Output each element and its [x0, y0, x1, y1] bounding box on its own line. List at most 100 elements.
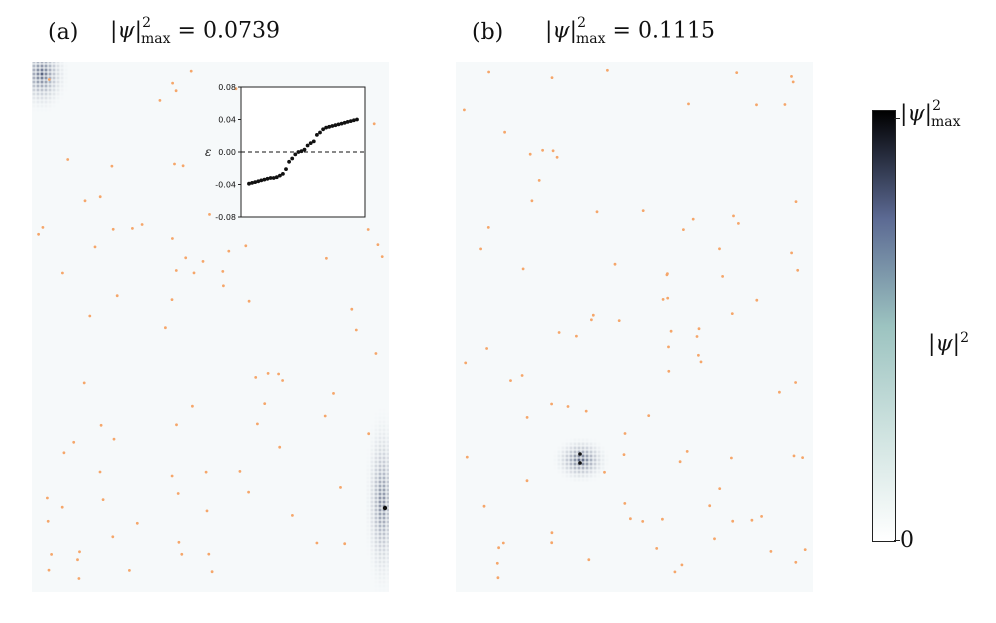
density-cell	[370, 496, 374, 500]
density-cell	[378, 456, 382, 460]
density-cell	[378, 524, 382, 528]
defect-dot	[530, 199, 534, 203]
density-cell	[574, 479, 577, 482]
defect-dot	[350, 307, 354, 311]
density-cell	[589, 462, 593, 466]
density-cell	[48, 62, 52, 64]
density-cell	[374, 536, 378, 540]
inset-data-point	[305, 143, 310, 148]
localized-state	[557, 439, 605, 482]
defect-dot	[170, 298, 174, 301]
density-cell	[44, 68, 48, 72]
density-cell	[382, 464, 386, 468]
density-cell	[370, 504, 374, 508]
density-cell	[378, 532, 382, 536]
density-cell	[378, 492, 382, 496]
density-cell	[56, 88, 60, 92]
defect-dot	[699, 360, 703, 364]
density-cell	[374, 524, 378, 528]
defect-dot	[629, 517, 632, 521]
density-cell	[374, 500, 378, 504]
density-cell	[370, 536, 374, 540]
inset-ytick-label: 0.04	[218, 116, 236, 125]
density-cell	[382, 492, 386, 496]
density-cell	[367, 445, 370, 448]
density-cell	[40, 68, 44, 72]
density-cell	[569, 474, 573, 478]
density-cell	[379, 589, 382, 592]
density-cell	[573, 446, 577, 450]
density-cell	[581, 454, 585, 458]
density-cell	[367, 561, 370, 564]
density-cell	[570, 439, 573, 442]
density-cell	[52, 80, 56, 84]
density-cell	[569, 470, 573, 474]
density-cell	[581, 450, 585, 454]
density-cell	[370, 552, 374, 556]
density-cell	[387, 425, 390, 428]
density-cell	[558, 447, 561, 450]
density-cell	[382, 476, 386, 480]
density-cell	[382, 488, 386, 492]
inset-data-point	[318, 130, 322, 135]
inset-data-point	[330, 124, 335, 128]
density-cell	[382, 524, 386, 528]
inset-data-point	[345, 120, 350, 124]
density-cell	[65, 89, 68, 92]
density-cell	[561, 458, 565, 462]
defect-dot	[801, 456, 804, 459]
density-cell	[589, 474, 593, 478]
density-cell	[367, 521, 370, 524]
density-cell	[53, 105, 56, 108]
defect-dot	[667, 369, 671, 373]
density-cell	[60, 80, 64, 84]
density-cell	[60, 84, 64, 88]
density-cell	[370, 484, 374, 488]
defect-dot	[666, 296, 670, 300]
density-cell	[602, 467, 605, 470]
density-cell	[374, 512, 378, 516]
density-cell	[379, 405, 382, 408]
defect-dot	[661, 517, 664, 521]
inset-data-point	[348, 119, 353, 123]
defect-dot	[177, 540, 181, 544]
density-cell	[597, 462, 601, 466]
density-cell	[378, 564, 382, 568]
density-cell	[382, 484, 386, 488]
density-cell	[60, 76, 64, 80]
inset-data-point	[302, 147, 307, 152]
density-cell	[374, 508, 378, 512]
density-cell	[32, 96, 36, 100]
defect-dot	[730, 456, 733, 460]
density-cell	[36, 100, 40, 104]
density-cell	[382, 528, 386, 532]
density-cell	[378, 444, 382, 448]
density-cell	[382, 540, 386, 544]
density-cell	[557, 458, 561, 462]
density-cell	[371, 565, 374, 568]
density-cell	[374, 436, 378, 440]
density-cell	[382, 564, 386, 568]
defect-dot	[794, 200, 798, 204]
density-cell	[593, 458, 597, 462]
density-cell	[57, 105, 60, 108]
inset-data-point	[355, 117, 359, 122]
defect-dot	[603, 470, 606, 474]
defect-dot	[171, 81, 175, 85]
density-cell	[602, 447, 605, 450]
defect-dot	[247, 299, 251, 303]
density-cell	[374, 552, 378, 556]
defect-dot	[680, 563, 684, 567]
defect-dot	[98, 195, 102, 199]
defect-dot	[464, 361, 468, 365]
density-cell	[56, 80, 60, 84]
density-cell	[585, 454, 589, 458]
defect-dot	[184, 256, 188, 260]
density-cell	[382, 440, 386, 444]
density-cell	[593, 454, 597, 458]
defect-dot	[803, 548, 807, 551]
density-cell	[375, 577, 378, 580]
density-cell	[367, 513, 370, 516]
density-cell	[60, 72, 64, 76]
defect-dot	[617, 319, 621, 322]
